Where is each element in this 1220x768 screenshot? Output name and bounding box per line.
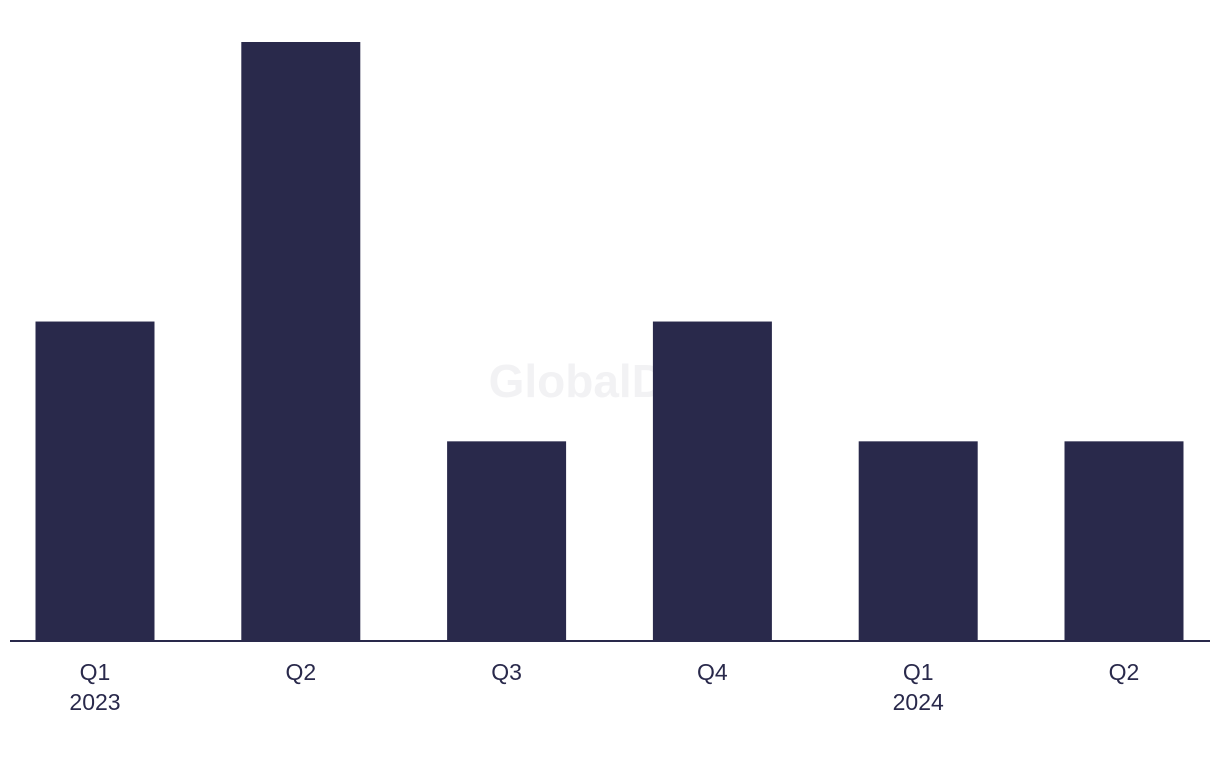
x-tick-label: Q1 — [80, 659, 111, 685]
x-tick-label: Q2 — [1109, 659, 1140, 685]
x-tick-label: Q3 — [491, 659, 522, 685]
x-year-label: 2024 — [893, 689, 944, 715]
bar — [447, 441, 567, 641]
bar — [652, 321, 772, 641]
bar — [858, 441, 978, 641]
bar — [1064, 441, 1184, 641]
x-year-label: 2023 — [69, 689, 120, 715]
bar — [35, 321, 155, 641]
bar — [241, 42, 361, 641]
x-tick-label: Q4 — [697, 659, 728, 685]
x-tick-label: Q1 — [903, 659, 934, 685]
x-tick-label: Q2 — [285, 659, 316, 685]
